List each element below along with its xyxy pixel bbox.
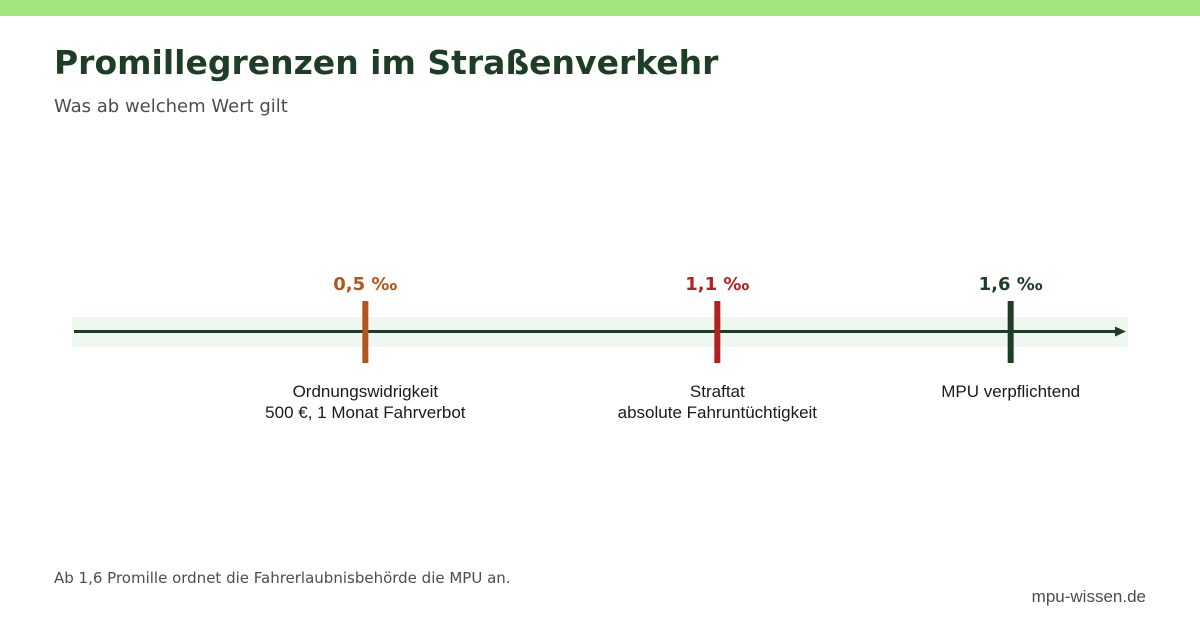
threshold-description: absolute Fahruntüchtigkeit	[618, 403, 818, 422]
threshold-description: Ordnungswidrigkeit	[293, 382, 439, 401]
threshold-description: Straftat	[690, 382, 745, 401]
threshold-tick	[714, 301, 721, 363]
threshold-tick	[362, 301, 369, 363]
page-title: Promillegrenzen im Straßenverkehr	[54, 43, 719, 82]
footnote: Ab 1,6 Promille ordnet die Fahrerlaubnis…	[54, 569, 511, 587]
accent-stripe	[0, 0, 1200, 16]
page-subtitle: Was ab welchem Wert gilt	[54, 96, 288, 117]
brand-url: mpu-wissen.de	[1031, 587, 1146, 606]
axis-arrowhead	[1115, 326, 1126, 337]
threshold-description: 500 €, 1 Monat Fahrverbot	[265, 403, 466, 422]
threshold-tick	[1007, 301, 1014, 363]
threshold-value-label: 1,6 ‰	[979, 274, 1043, 295]
threshold-value-label: 0,5 ‰	[333, 274, 397, 295]
threshold-value-label: 1,1 ‰	[685, 274, 749, 295]
threshold-description: MPU verpflichtend	[941, 382, 1080, 401]
threshold-markers: 0,5 ‰ Ordnungswidrigkeit 500 €, 1 Monat Fa…	[265, 274, 1080, 422]
